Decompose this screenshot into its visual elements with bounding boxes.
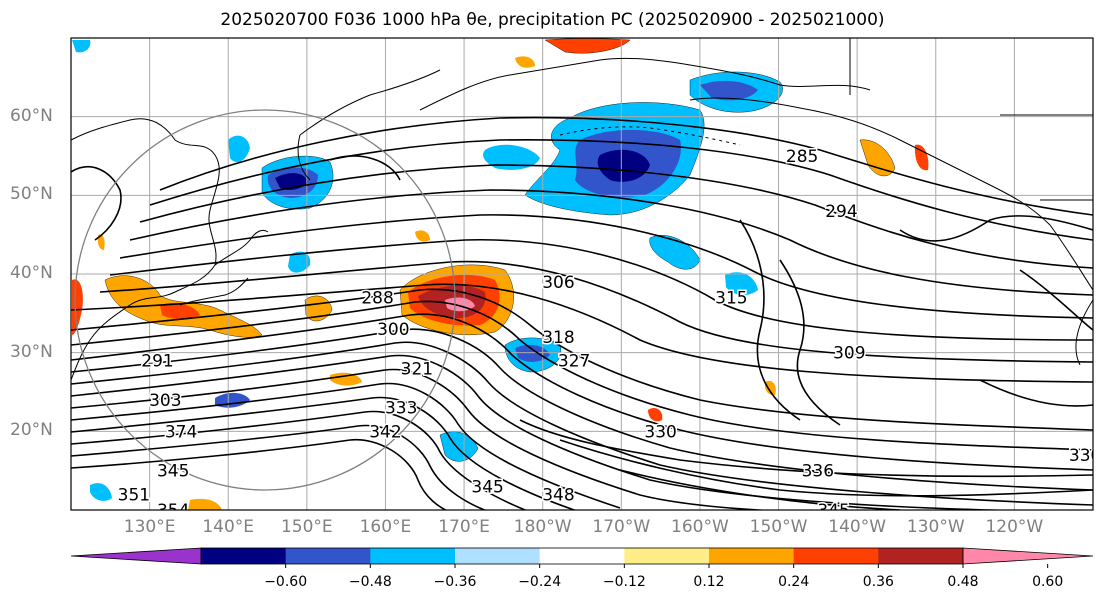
contour-label: 291: [141, 352, 173, 372]
contour-label: 330: [1069, 446, 1101, 466]
colorbar-frame: [200, 547, 964, 565]
colorbar-tick-label: 0.60: [1032, 574, 1064, 590]
precip-negative-central: [72, 40, 758, 501]
contour-label: 327: [558, 352, 590, 372]
colorbar-tick-label: 0.24: [778, 574, 810, 590]
contour-label: 374: [165, 422, 197, 442]
country-border-canada: [849, 38, 1093, 201]
contour-label: 309: [833, 344, 865, 364]
coastline-kamchatka: [297, 69, 441, 181]
coastline-north-america: [1075, 299, 1093, 366]
colorbar-segment: [878, 548, 964, 564]
colorbar-extend-high: [962, 547, 1094, 565]
colorbar-tick-label: 0.48: [947, 574, 979, 590]
latitude-label: 50°N: [10, 184, 53, 205]
precip-negative-aleutians: [483, 71, 783, 216]
longitude-label: 160°W: [671, 517, 729, 537]
contour-lines-east: [71, 155, 1093, 426]
contour-lines-north: [71, 116, 1093, 383]
contour-label: 294: [825, 202, 857, 222]
longitude-label: 170°E: [438, 517, 490, 537]
longitude-label: 130°E: [123, 517, 176, 537]
longitude-label: 140°W: [828, 517, 887, 537]
contour-lines-south: [519, 419, 1093, 510]
longitude-label: 150°E: [280, 517, 333, 537]
contour-labels: 285 294 288 300 306 315 318 327 309 291 303 321 333 3…: [116, 146, 1101, 521]
contour-label: 345: [471, 477, 503, 497]
coastlines: [71, 38, 1093, 381]
colorbar-segment: [539, 548, 625, 564]
contour-label: 333: [385, 399, 417, 419]
longitude-label: 120°W: [985, 517, 1044, 537]
coastline-japan: [179, 229, 269, 306]
contour-label: 330: [644, 422, 676, 442]
colorbar-tick-label: −0.24: [518, 574, 562, 590]
colorbar-tick-label: 0.36: [862, 574, 894, 590]
colorbar-segment: [285, 548, 371, 564]
colorbar-segment: [201, 548, 287, 564]
contour-label: 345: [817, 501, 849, 521]
contour-label: 354: [157, 501, 189, 521]
contour-label: 303: [149, 391, 181, 411]
contour-label: 342: [369, 422, 401, 442]
latitude-label: 60°N: [10, 105, 53, 126]
colorbar-tick-label: 0.12: [693, 574, 725, 590]
longitude-label: 130°W: [906, 517, 965, 537]
coastline-aleutians: [559, 126, 741, 146]
colorbar-extend-low: [70, 547, 202, 565]
contour-label: 300: [377, 320, 409, 340]
colorbar-tick-label: −0.36: [433, 574, 477, 590]
contour-label: 306: [542, 273, 574, 293]
longitude-label: 160°E: [359, 517, 412, 537]
colorbar-tick-label: −0.60: [264, 574, 308, 590]
longitude-label: 180°W: [513, 517, 572, 537]
colorbar-tick-label: −0.48: [348, 574, 392, 590]
theta-e-contours: [71, 116, 1093, 510]
precip-positive-other: [188, 38, 929, 510]
longitude-label: 150°W: [749, 517, 808, 537]
contour-lines-gradient: [71, 288, 1093, 510]
coastline-north: [419, 57, 871, 111]
coastline-alaska: [689, 97, 1093, 291]
map-title: 2025020700 F036 1000 hPa θe, precipitati…: [220, 10, 885, 30]
latitude-label: 20°N: [10, 420, 53, 441]
colorbar-segment: [370, 548, 456, 564]
contour-label: 348: [542, 485, 574, 505]
colorbar-segment: [455, 548, 541, 564]
contour-label: 351: [118, 485, 150, 505]
colorbar-segment: [793, 548, 879, 564]
coastline-asia: [71, 118, 220, 381]
latitude-label: 40°N: [10, 263, 53, 283]
colorbar-tick-label: −0.12: [602, 574, 646, 590]
contour-label: 321: [401, 359, 433, 379]
map-frame: [70, 37, 1094, 511]
contour-label: 285: [786, 147, 818, 167]
contour-label: 315: [715, 289, 747, 309]
contour-label: 345: [157, 462, 189, 482]
latitude-label: 30°N: [10, 341, 53, 362]
map-inset-ring: [74, 109, 456, 491]
contour-label: 336: [802, 462, 834, 482]
longitude-label: 170°W: [592, 517, 651, 537]
colorbar-segment: [709, 548, 795, 564]
colorbar: [70, 547, 1094, 568]
longitude-label: 140°E: [202, 517, 255, 537]
contour-label: 288: [361, 289, 393, 309]
precipitation-layer: [72, 38, 929, 510]
colorbar-segment: [624, 548, 710, 564]
contour-label: 318: [542, 328, 574, 348]
